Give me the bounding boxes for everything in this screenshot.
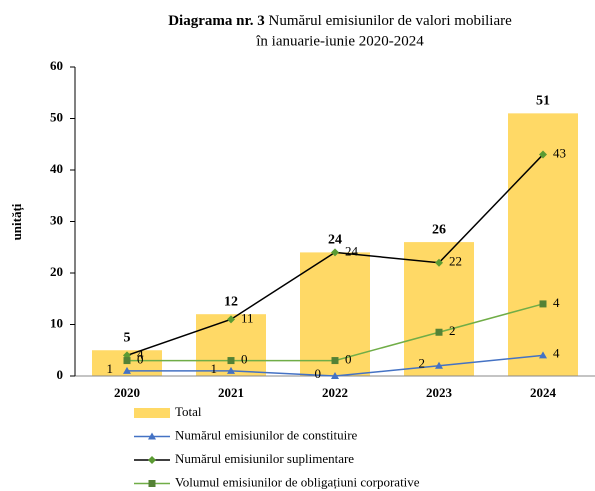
line-marker [435,328,443,336]
line-marker [227,315,235,324]
line-marker [123,366,131,374]
line-value-label: 24 [345,243,359,258]
line-value-label: 0 [137,352,144,367]
line-value-label: 1 [107,361,114,376]
bar [196,314,266,376]
bar [300,252,370,376]
y-tick-label: 20 [50,264,63,279]
bar-value-label: 5 [124,330,131,345]
line-value-label: 4 [553,345,560,360]
line-marker [539,150,547,159]
y-tick-label: 0 [57,367,64,382]
line-marker [331,248,339,257]
legend-marker [148,432,156,440]
line-marker [123,357,131,365]
legend-marker [148,456,156,464]
line-marker [539,300,547,308]
line-value-label: 0 [315,366,322,381]
y-axis-label: unități [9,203,25,240]
x-tick-label: 2021 [218,385,244,400]
line-value-label: 0 [241,352,248,367]
title-prefix: Diagrama nr. 3 [168,13,265,29]
y-tick-label: 30 [50,212,63,227]
legend-label: Numărul emisiunilor suplimentare [175,451,354,466]
bar-value-label: 24 [328,233,342,248]
chart-title: Diagrama nr. 3 Numărul emisiunilor de va… [168,13,512,29]
y-tick-label: 40 [50,161,63,176]
chart-title-line2: în ianuarie-iunie 2020-2024 [255,33,424,49]
line-value-label: 43 [553,146,566,161]
legend-label: Total [175,404,202,419]
line-marker [435,361,443,369]
y-tick-label: 60 [50,58,63,73]
bar-value-label: 51 [536,94,550,109]
line-value-label: 2 [419,356,426,371]
line-marker [227,366,235,374]
legend-label: Volumul emisiunilor de obligațiuni corpo… [175,474,420,489]
line-value-label: 4 [553,295,560,310]
bar-value-label: 12 [224,294,238,309]
line-marker [331,372,339,379]
legend-label: Numărul emisiunilor de constituire [175,427,358,442]
line-value-label: 1 [211,361,218,376]
legend-swatch [134,408,170,418]
x-tick-label: 2022 [322,385,348,400]
bar-value-label: 26 [432,222,446,237]
y-tick-label: 10 [50,315,63,330]
line-marker [435,258,443,267]
x-tick-label: 2024 [530,385,557,400]
line-value-label: 11 [241,310,254,325]
line-value-label: 0 [345,352,352,367]
line-marker [539,351,547,359]
line-value-label: 22 [449,254,462,269]
y-tick-label: 50 [50,109,63,124]
line-marker [331,357,339,365]
x-tick-label: 2023 [426,385,453,400]
line-value-label: 2 [449,323,456,338]
legend-marker [148,480,156,487]
line-value-label: 4 [137,346,144,361]
line-marker [227,357,235,365]
title-main: Numărul emisiunilor de valori mobiliare [269,13,513,29]
x-tick-label: 2020 [114,385,140,400]
